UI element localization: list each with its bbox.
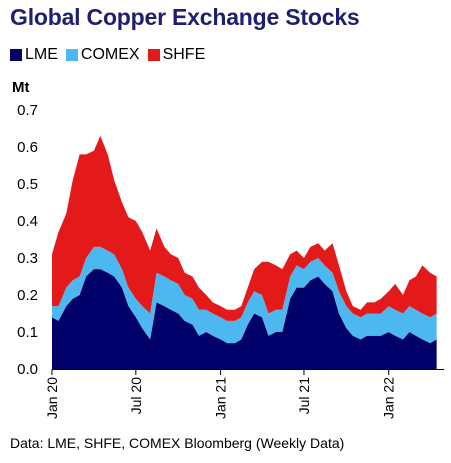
chart-legend: LME COMEX SHFE xyxy=(10,46,213,64)
area-lme xyxy=(52,269,437,369)
y-tick-label: 0.2 xyxy=(17,287,38,304)
series-areas xyxy=(52,135,437,369)
y-axis-unit-label: Mt xyxy=(12,79,30,96)
x-tick-label: Jan 21 xyxy=(213,377,229,419)
y-tick-label: 0.5 xyxy=(17,176,38,193)
legend-item-shfe: SHFE xyxy=(147,46,206,64)
y-tick-label: 0.0 xyxy=(17,361,38,378)
area-shfe xyxy=(52,135,437,321)
legend-swatch-shfe xyxy=(147,49,160,61)
x-tick-label: Jul 20 xyxy=(128,377,144,415)
legend-label-shfe: SHFE xyxy=(162,46,206,63)
chart-axes: 0.0 0.1 0.2 0.3 0.4 0.5 0.6 0.7 Jan 20 Jul 20 Jan … xyxy=(17,102,444,419)
y-tick-label: 0.3 xyxy=(17,250,38,267)
y-tick-label: 0.1 xyxy=(17,324,38,341)
legend-label-comex: COMEX xyxy=(80,46,140,63)
data-source-note: Data: LME, SHFE, COMEX Bloomberg (Weekly… xyxy=(10,435,345,451)
area-comex xyxy=(52,246,437,344)
legend-label-lme: LME xyxy=(25,46,58,63)
legend-item-comex: COMEX xyxy=(65,46,140,64)
x-tick-label: Jan 22 xyxy=(381,377,397,419)
legend-swatch-comex xyxy=(65,49,78,61)
y-tick-label: 0.4 xyxy=(17,213,38,230)
x-tick-label: Jul 21 xyxy=(296,377,312,415)
y-tick-label: 0.6 xyxy=(17,139,38,156)
legend-swatch-lme xyxy=(10,49,22,61)
chart-title: Global Copper Exchange Stocks xyxy=(10,4,360,30)
y-tick-label: 0.7 xyxy=(17,102,38,119)
legend-item-lme: LME xyxy=(10,46,58,64)
x-tick-label: Jan 20 xyxy=(44,377,60,419)
